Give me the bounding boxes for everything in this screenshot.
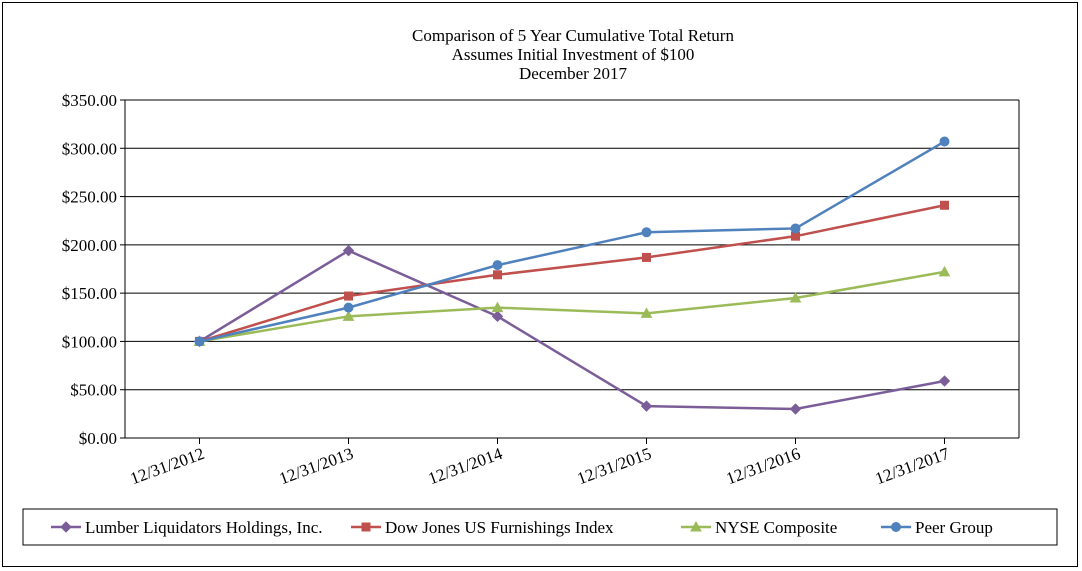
data-point <box>640 307 653 318</box>
legend-label: Dow Jones US Furnishings Index <box>385 518 614 537</box>
chart-title-line-1: Comparison of 5 Year Cumulative Total Re… <box>412 26 734 45</box>
chart-title-line-2: Assumes Initial Investment of $100 <box>452 45 695 64</box>
x-tick-label: 12/31/2012 <box>128 444 207 488</box>
data-point <box>342 310 355 321</box>
legend-entry: Lumber Liquidators Holdings, Inc. <box>51 518 323 537</box>
data-point <box>642 252 651 262</box>
y-axis: $0.00 $50.00 $100.00 $150.00 $200.00 $250.00 $… <box>62 91 1020 448</box>
legend-label: Peer Group <box>915 518 993 537</box>
y-tick-label: $250.00 <box>62 188 117 207</box>
series-0 <box>193 244 951 415</box>
y-tick-label: $150.00 <box>62 284 117 303</box>
plot-series <box>193 136 951 415</box>
series-line <box>199 270 945 343</box>
legend-entry: Peer Group <box>881 518 993 537</box>
x-tick-label: 12/31/2014 <box>426 444 506 489</box>
x-tick-label: 12/31/2017 <box>873 444 953 489</box>
legend: Lumber Liquidators Holdings, Inc. Dow Jon… <box>22 508 1058 546</box>
legend-label: NYSE Composite <box>715 518 837 537</box>
data-point <box>789 291 802 303</box>
data-point <box>939 136 950 147</box>
chart-title: Comparison of 5 Year Cumulative Total Re… <box>412 26 734 83</box>
gridlines <box>125 99 1019 439</box>
data-point <box>641 227 652 238</box>
data-point <box>938 375 951 387</box>
data-point <box>790 223 801 234</box>
x-axis: 12/31/2012 12/31/2013 12/31/2014 12/31/2015… <box>125 437 1019 489</box>
data-point <box>940 200 949 210</box>
legend-swatch-marker <box>690 520 702 532</box>
data-point <box>493 270 502 280</box>
data-point <box>938 265 951 277</box>
y-tick-label: $350.00 <box>62 91 117 110</box>
data-point <box>343 302 354 313</box>
series-line <box>199 204 945 343</box>
data-point <box>640 400 653 412</box>
data-point <box>491 301 504 313</box>
legend-label: Lumber Liquidators Holdings, Inc. <box>85 518 323 537</box>
legend-entry: Dow Jones US Furnishings Index <box>351 518 614 537</box>
x-tick-label: 12/31/2016 <box>724 444 803 488</box>
series-3 <box>194 136 950 347</box>
x-tick-label: 12/31/2015 <box>575 444 654 488</box>
y-tick-label: $200.00 <box>62 236 117 255</box>
y-tick-label: $100.00 <box>62 332 117 351</box>
series-line <box>198 249 945 411</box>
series-2 <box>193 265 951 346</box>
data-point <box>789 403 802 415</box>
y-tick-label: $50.00 <box>70 381 117 400</box>
legend-swatch-marker <box>891 522 901 532</box>
x-tick-label: 12/31/2013 <box>277 444 356 488</box>
data-point <box>492 260 503 271</box>
legend-swatch-marker <box>361 522 371 532</box>
y-tick-label: $300.00 <box>62 139 117 158</box>
series-line <box>199 140 946 343</box>
data-point <box>344 291 353 301</box>
legend-swatch-marker <box>60 521 72 533</box>
legend-entry: NYSE Composite <box>681 518 837 537</box>
data-point <box>342 244 355 257</box>
y-tick-label: $0.00 <box>79 429 117 448</box>
data-point <box>491 310 504 323</box>
data-point <box>194 336 205 347</box>
chart: Comparison of 5 Year Cumulative Total Re… <box>22 26 1058 546</box>
chart-title-line-3: December 2017 <box>519 64 628 83</box>
